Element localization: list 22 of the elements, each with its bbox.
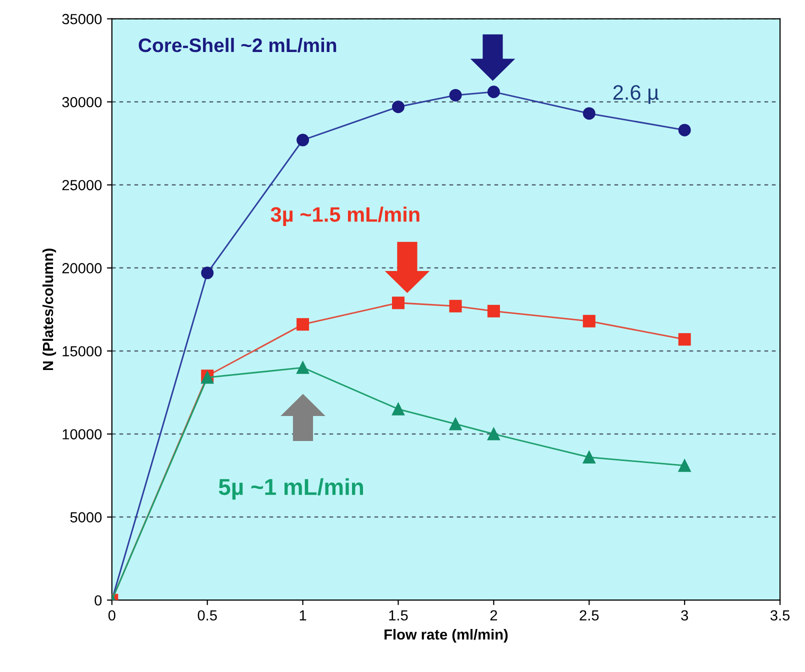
x-tick-label: 0.5 bbox=[198, 610, 217, 621]
x-tick-label: 2.5 bbox=[580, 610, 599, 621]
y-tick-label: 20000 bbox=[62, 263, 102, 274]
y-tick-label: 5000 bbox=[70, 512, 102, 522]
x-tick-label: 2 bbox=[490, 610, 498, 620]
annotation: 2.6 µ bbox=[613, 85, 659, 104]
y-tick-label: 30000 bbox=[62, 96, 102, 108]
y-tick-label: 15000 bbox=[62, 346, 102, 356]
annotation: 5µ ~1 mL/min bbox=[218, 478, 364, 500]
y-tick-label: 25000 bbox=[62, 180, 102, 190]
x-axis-title: Flow rate (ml/min) bbox=[384, 628, 508, 643]
annotation: 3µ ~1.5 mL/min bbox=[270, 206, 420, 226]
x-tick-label: 0 bbox=[108, 610, 116, 621]
x-tick-label: 3 bbox=[681, 610, 688, 621]
x-tick-label: 1.5 bbox=[389, 610, 408, 621]
y-tick-label: 0 bbox=[94, 595, 102, 606]
y-tick-label: 10000 bbox=[62, 429, 102, 440]
y-axis-title: N (Plates/column) bbox=[42, 248, 56, 370]
x-tick-label: 1 bbox=[300, 610, 306, 620]
y-tick-label: 35000 bbox=[62, 14, 102, 24]
x-tick-label: 3.5 bbox=[770, 610, 790, 621]
annotation: Core-Shell ~2 mL/min bbox=[138, 38, 336, 52]
